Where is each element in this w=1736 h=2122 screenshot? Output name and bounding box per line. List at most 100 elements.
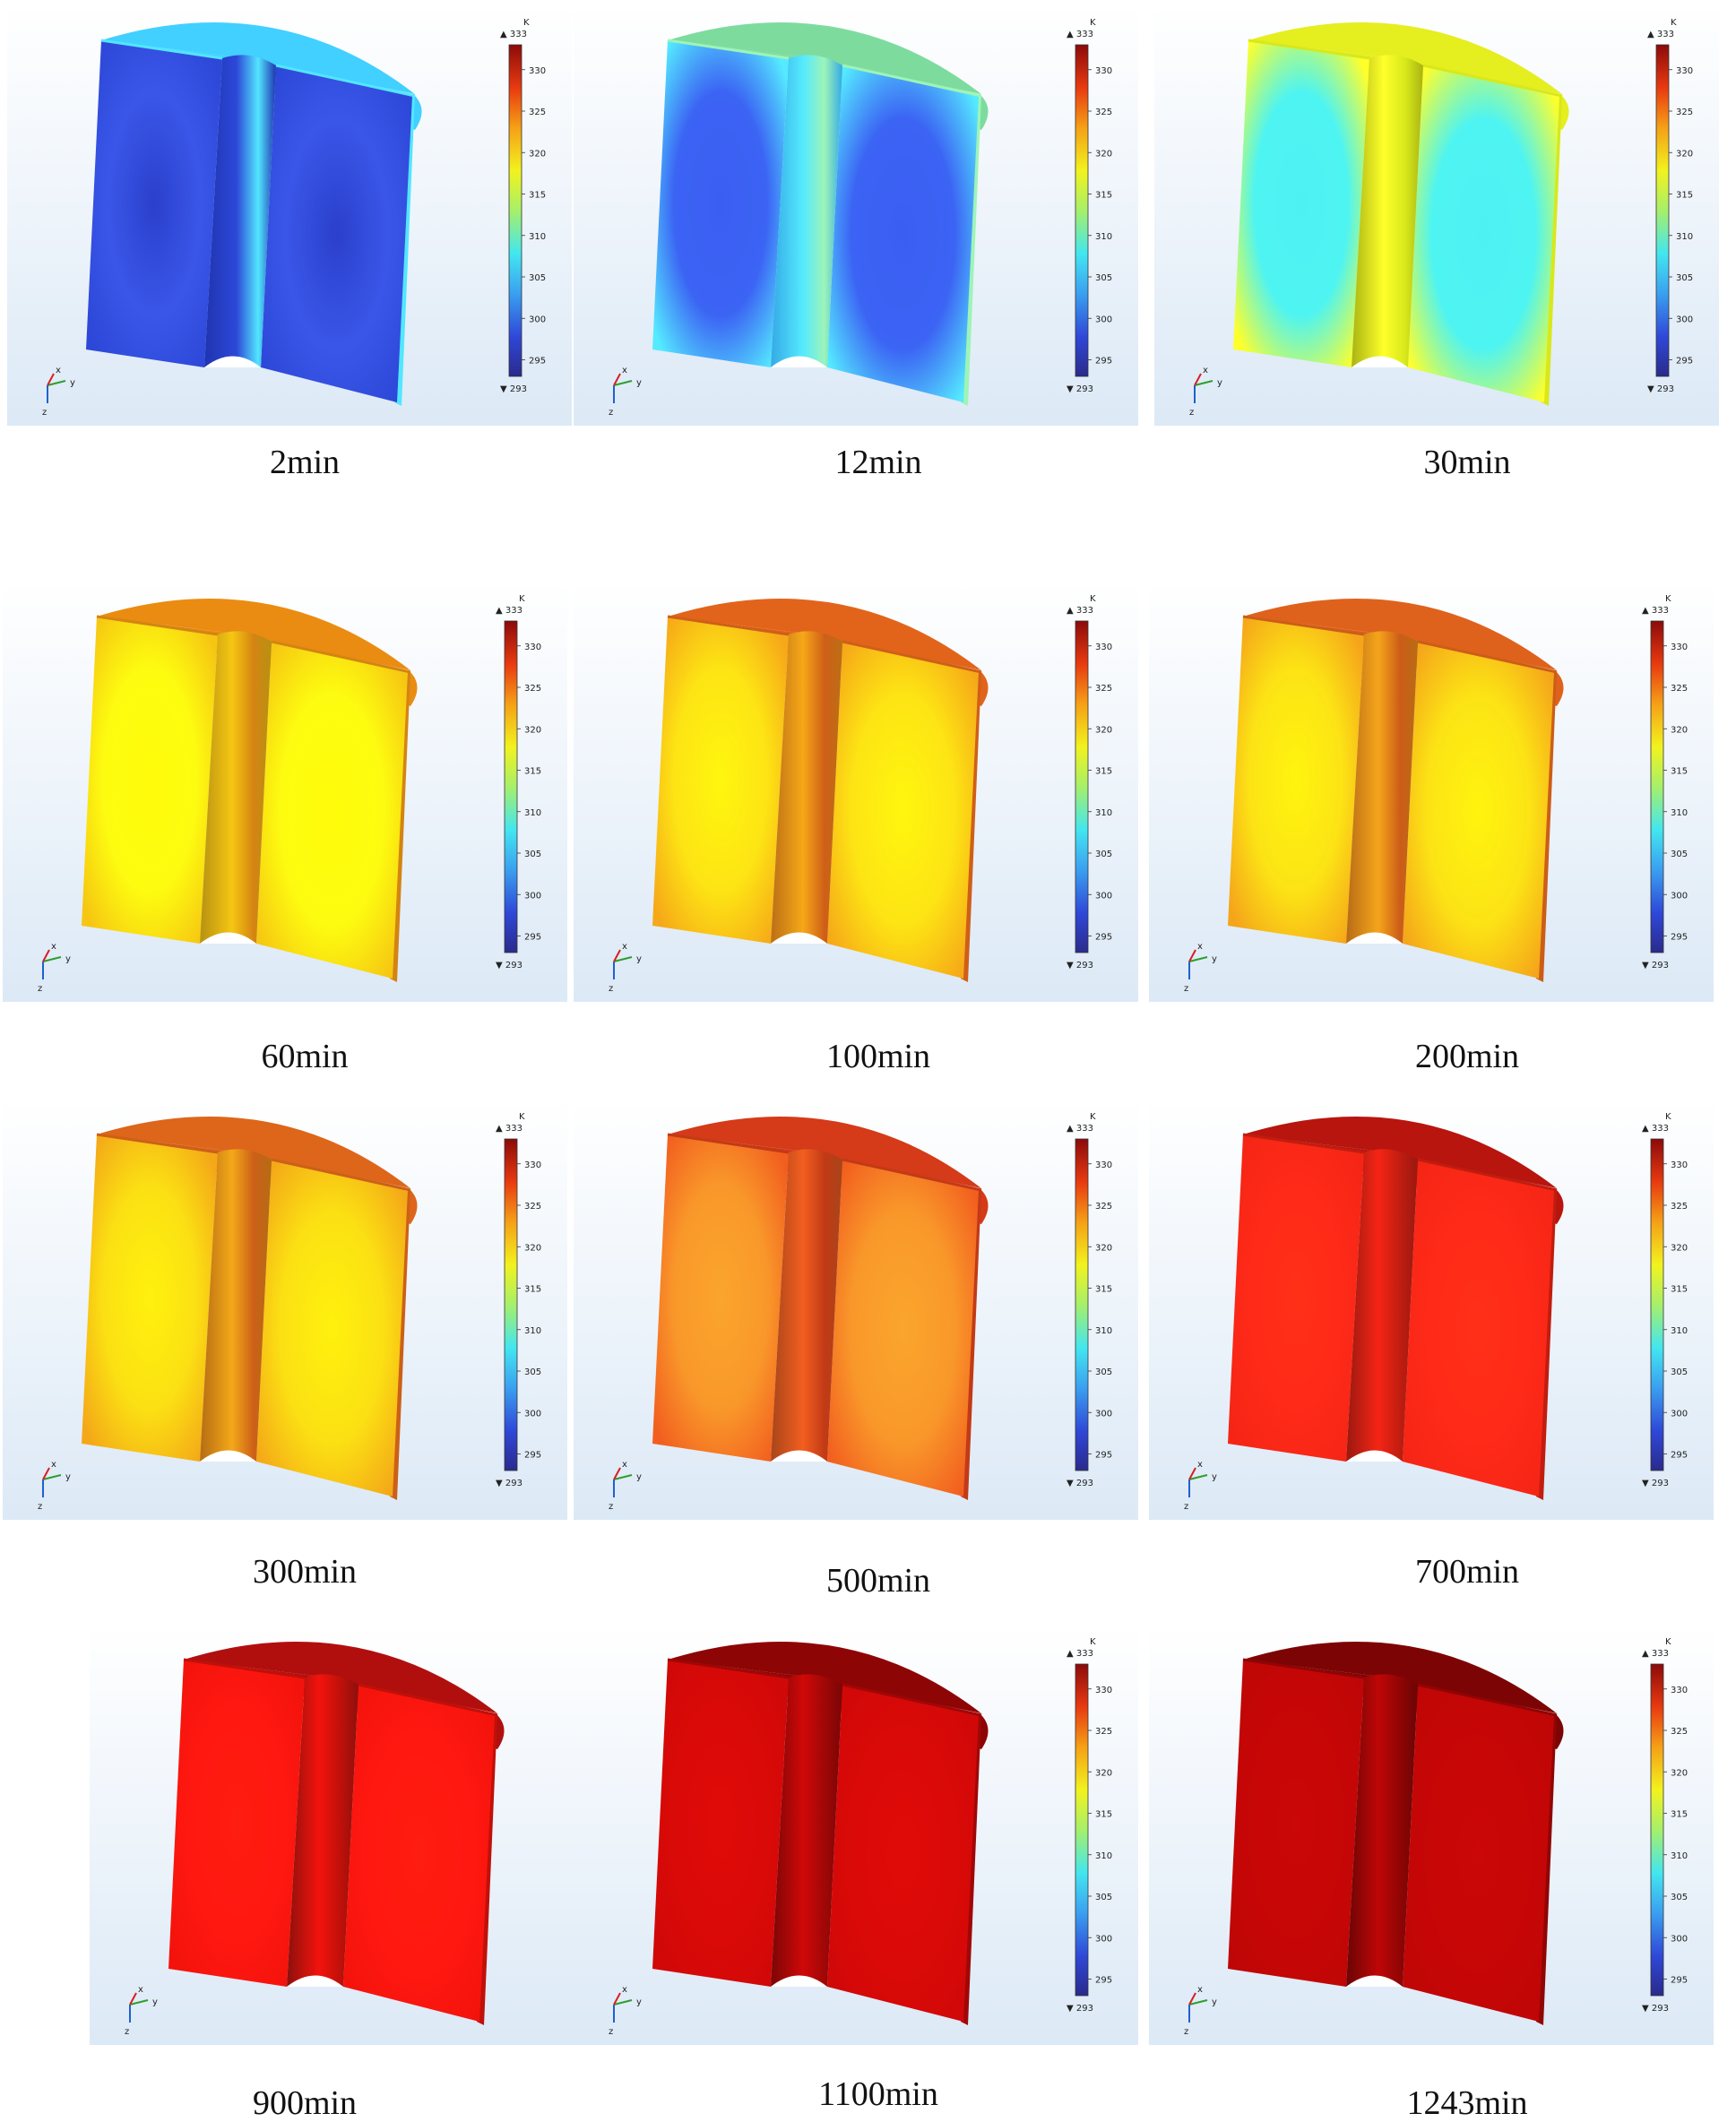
colorbar-tick-label: 295 <box>1095 1451 1112 1461</box>
colorbar-tick-label: 300 <box>524 1409 541 1419</box>
cylinder-cutaway-model <box>82 1117 418 1500</box>
axis-z-label: z <box>1189 408 1194 418</box>
colorbar-unit: K <box>519 1112 525 1122</box>
colorbar-unit: K <box>1665 1637 1671 1647</box>
colorbar-tick-label: 300 <box>1671 1409 1688 1419</box>
cylinder-cutaway-model <box>652 22 989 406</box>
time-label: 500min <box>825 1562 931 1600</box>
colorbar-tick-label: 330 <box>1095 66 1112 76</box>
colorbar-tick-label: 330 <box>1095 643 1112 652</box>
colorbar-tick-label: 320 <box>524 725 541 735</box>
simulation-panel: x y z K ▲ 333 ▼ 293 330 325 320 315 310 305 300 295 <box>574 581 1138 1002</box>
colorbar-unit: K <box>523 18 530 28</box>
colorbar-max: ▲ 333 <box>496 1124 523 1134</box>
colorbar-tick-label: 315 <box>524 767 541 777</box>
axis-y-label: y <box>636 1997 642 2007</box>
cylinder-cutaway-model <box>1228 599 1564 982</box>
colorbar-tick-label: 325 <box>1095 1202 1112 1212</box>
cylinder-cutaway-model <box>652 1642 989 2025</box>
axis-z-label: z <box>609 984 613 994</box>
temperature-colorbar: K ▲ 333 ▼ 293 330 325 320 315 310 305 300 295 <box>496 594 541 970</box>
colorbar-tick-label: 305 <box>1095 273 1112 283</box>
colorbar-tick-label: 320 <box>1676 149 1693 159</box>
colorbar-tick-label: 330 <box>529 66 546 76</box>
colorbar-min: ▼ 293 <box>1642 961 1669 970</box>
colorbar-tick-label: 315 <box>1095 1810 1112 1820</box>
axis-triad-icon: xy z <box>125 1985 158 2037</box>
axis-y-label: y <box>65 1472 71 1482</box>
simulation-panel: x y z K ▲ 333 ▼ 293 330 325 320 315 310 305 300 295 <box>1149 1624 1714 2045</box>
colorbar-max: ▲ 333 <box>1647 30 1674 39</box>
cylinder-cutaway-model <box>652 599 989 982</box>
cylinder-cutaway-model <box>168 1642 505 2025</box>
time-label: 200min <box>1414 1038 1520 1075</box>
colorbar-tick-label: 320 <box>1095 1243 1112 1253</box>
colorbar-tick-label: 325 <box>529 108 546 117</box>
colorbar-min: ▼ 293 <box>1067 2004 1093 2014</box>
colorbar-tick-label: 305 <box>1095 1893 1112 1902</box>
axis-x-label: x <box>138 1985 143 1995</box>
colorbar-tick-label: 310 <box>1676 232 1693 242</box>
colorbar-tick-label: 305 <box>524 1367 541 1377</box>
temperature-colorbar: K ▲ 333 ▼ 293 330 325 320 315 310 305 300 295 <box>1067 18 1112 394</box>
colorbar-tick-label: 300 <box>1676 315 1693 324</box>
axis-x-label: x <box>622 366 627 375</box>
axis-x-label: x <box>622 1985 627 1995</box>
colorbar-tick-label: 310 <box>1095 232 1112 242</box>
colorbar-tick-label: 315 <box>1671 1285 1688 1295</box>
colorbar-tick-label: 325 <box>1095 1727 1112 1737</box>
axis-y-label: y <box>636 378 642 388</box>
axis-y-label: y <box>65 954 71 964</box>
colorbar-tick-label: 325 <box>1671 1727 1688 1737</box>
axis-triad-icon: xy z <box>1184 1460 1217 1512</box>
colorbar-tick-label: 295 <box>529 357 546 367</box>
axis-triad-icon: xy z <box>1184 942 1217 994</box>
simulation-panel: x y z K ▲ 333 ▼ 293 330 325 320 315 310 305 300 295 <box>3 581 567 1002</box>
axis-z-label: z <box>38 1502 42 1512</box>
colorbar-min: ▼ 293 <box>1642 1479 1669 1488</box>
colorbar-tick-label: 330 <box>1095 1160 1112 1170</box>
axis-z-label: z <box>125 2027 129 2037</box>
cylinder-cutaway-model <box>1228 1117 1564 1500</box>
colorbar-tick-label: 305 <box>529 273 546 283</box>
colorbar-tick-label: 300 <box>1095 1934 1112 1944</box>
temperature-colorbar: K ▲ 333 ▼ 293 330 325 320 315 310 305 300 295 <box>1642 1637 1688 2014</box>
time-label: 300min <box>252 1553 358 1591</box>
axis-y-label: y <box>1212 1997 1217 2007</box>
axis-triad-icon: xy z <box>609 1985 642 2037</box>
time-label: 12min <box>834 444 922 481</box>
colorbar-tick-label: 310 <box>1095 808 1112 818</box>
axis-z-label: z <box>42 408 47 418</box>
cylinder-cutaway-model <box>1233 22 1569 406</box>
colorbar-tick-label: 325 <box>1671 684 1688 694</box>
colorbar-tick-label: 320 <box>1671 1768 1688 1778</box>
colorbar-max: ▲ 333 <box>1067 1124 1093 1134</box>
axis-triad-icon: xy z <box>609 366 642 418</box>
axis-x-label: x <box>1197 1985 1203 1995</box>
colorbar-tick-label: 310 <box>1095 1326 1112 1336</box>
colorbar-tick-label: 295 <box>1671 1451 1688 1461</box>
colorbar-min: ▼ 293 <box>496 1479 523 1488</box>
axis-z-label: z <box>609 1502 613 1512</box>
colorbar-tick-label: 300 <box>1671 1934 1688 1944</box>
colorbar-min: ▼ 293 <box>500 384 527 394</box>
axis-y-label: y <box>1212 954 1217 964</box>
axis-x-label: x <box>622 1460 627 1470</box>
temperature-colorbar: K ▲ 333 ▼ 293 330 325 320 315 310 305 300 295 <box>1067 1637 1112 2014</box>
colorbar-tick-label: 330 <box>1671 1686 1688 1695</box>
colorbar-unit: K <box>1665 1112 1671 1122</box>
simulation-panel: x y z K ▲ 333 ▼ 293 330 325 320 315 310 305 300 295 <box>1149 581 1714 1002</box>
colorbar-tick-label: 330 <box>1676 66 1693 76</box>
simulation-panel: x y z K ▲ 333 ▼ 293 330 325 320 315 310 305 300 295 <box>3 1099 567 1520</box>
colorbar-tick-label: 315 <box>1676 191 1693 201</box>
colorbar-tick-label: 300 <box>1671 891 1688 901</box>
temperature-colorbar: K ▲ 333 ▼ 293 330 325 320 315 310 305 300 295 <box>496 1112 541 1488</box>
axis-x-label: x <box>622 942 627 952</box>
colorbar-tick-label: 310 <box>1671 808 1688 818</box>
simulation-panel: x y z K ▲ 333 ▼ 293 330 325 320 315 310 305 300 295 <box>1154 4 1719 426</box>
colorbar-unit: K <box>1090 1112 1096 1122</box>
temperature-colorbar: K ▲ 333 ▼ 293 330 325 320 315 310 305 300 295 <box>1642 594 1688 970</box>
cylinder-cutaway-model <box>652 1117 989 1500</box>
simulation-panel: x y z K ▲ 333 ▼ 293 330 325 320 315 310 305 300 295 <box>574 1099 1138 1520</box>
axis-z-label: z <box>38 984 42 994</box>
